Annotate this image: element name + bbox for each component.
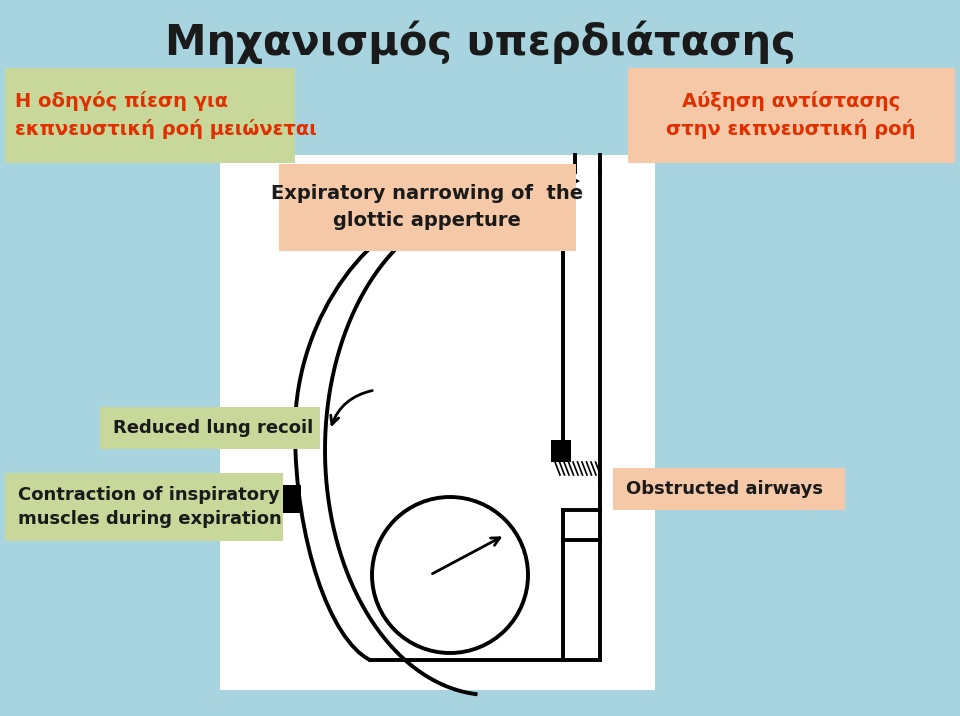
FancyBboxPatch shape bbox=[613, 468, 845, 510]
FancyBboxPatch shape bbox=[220, 155, 655, 690]
Text: Μηχανισμός υπερδιάτασης: Μηχανισμός υπερδιάτασης bbox=[164, 20, 796, 64]
FancyBboxPatch shape bbox=[283, 485, 301, 513]
Polygon shape bbox=[563, 172, 580, 190]
FancyBboxPatch shape bbox=[628, 68, 955, 163]
Text: Η οδηγός πίεση για
εκπνευστική ροή μειώνεται: Η οδηγός πίεση για εκπνευστική ροή μειών… bbox=[15, 91, 317, 139]
Text: Αύξηση αντίστασης
στην εκπνευστική ροή: Αύξηση αντίστασης στην εκπνευστική ροή bbox=[666, 91, 916, 139]
Text: Reduced lung recoil: Reduced lung recoil bbox=[113, 419, 313, 437]
FancyBboxPatch shape bbox=[279, 164, 576, 251]
FancyBboxPatch shape bbox=[551, 440, 571, 462]
Text: Contraction of inspiratory
muscles during expiration: Contraction of inspiratory muscles durin… bbox=[18, 485, 281, 528]
FancyBboxPatch shape bbox=[5, 473, 283, 541]
FancyBboxPatch shape bbox=[100, 407, 320, 449]
Text: Obstructed airways: Obstructed airways bbox=[626, 480, 823, 498]
Text: Expiratory narrowing of  the
glottic apperture: Expiratory narrowing of the glottic appe… bbox=[271, 184, 583, 230]
FancyBboxPatch shape bbox=[5, 68, 295, 163]
